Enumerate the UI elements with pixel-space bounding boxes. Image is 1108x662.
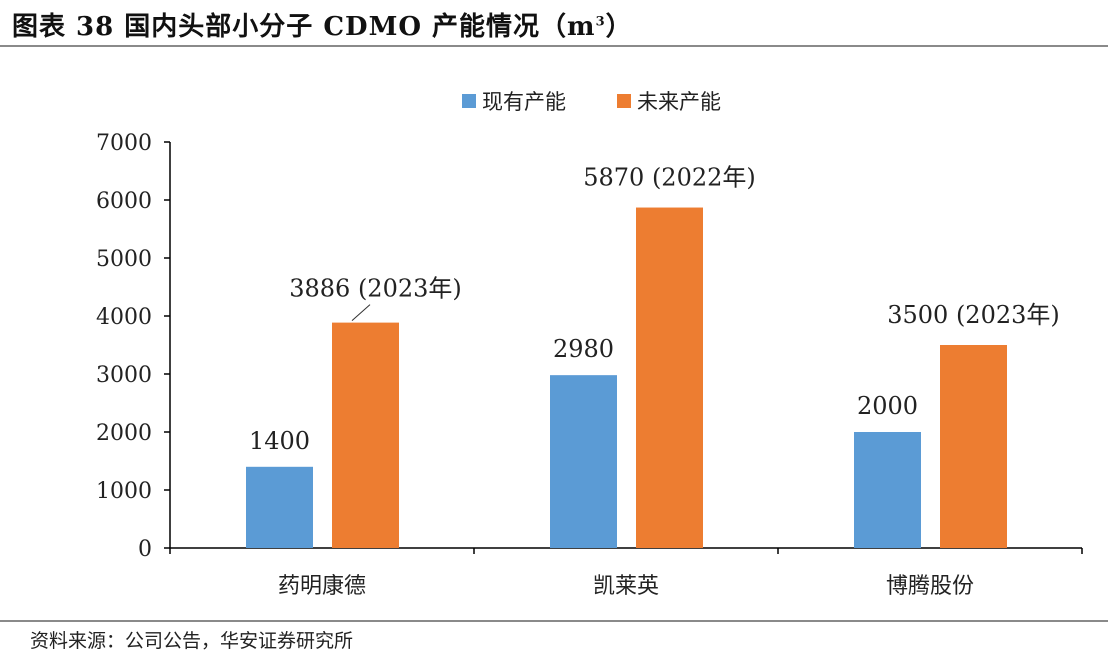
bar-future	[332, 322, 399, 548]
bar-current	[854, 432, 921, 548]
bar-future	[940, 345, 1007, 548]
data-label: 5870 (2022年)	[583, 164, 756, 192]
x-tick-label: 药明康德	[278, 574, 366, 599]
data-label: 3500 (2023年)	[887, 301, 1060, 329]
data-label: 2000	[857, 392, 918, 420]
y-tick-label: 5000	[96, 247, 152, 272]
y-tick-label: 7000	[96, 131, 152, 156]
data-label: 2980	[553, 335, 614, 363]
bottom-divider	[0, 620, 1108, 622]
source-note: 资料来源：公司公告，华安证券研究所	[30, 630, 354, 652]
y-tick-label: 1000	[96, 479, 152, 504]
y-tick-label: 0	[138, 537, 152, 562]
bar-current	[246, 466, 313, 548]
data-label: 3886 (2023年)	[289, 275, 462, 303]
legend-label: 未来产能	[637, 90, 721, 114]
x-tick-label: 凯莱英	[593, 574, 659, 599]
y-tick-label: 4000	[96, 305, 152, 330]
legend-swatch	[462, 94, 476, 108]
chart-title: 图表 38 国内头部小分子 CDMO 产能情况（m3）	[12, 6, 633, 43]
data-label: 1400	[249, 427, 310, 455]
top-divider	[0, 45, 1108, 47]
chart-title-text: 图表 38 国内头部小分子 CDMO 产能情况（m	[12, 12, 596, 42]
bar-future	[636, 207, 703, 549]
x-tick-label: 博腾股份	[886, 574, 974, 599]
y-tick-label: 2000	[96, 421, 152, 446]
bar-current	[550, 375, 617, 548]
y-tick-label: 3000	[96, 363, 152, 388]
chart-title-tail: ）	[605, 12, 633, 42]
label-leader-line	[351, 304, 371, 321]
y-tick-label: 6000	[96, 189, 152, 214]
legend-label: 现有产能	[482, 90, 566, 114]
chart-title-superscript: 3	[595, 14, 606, 30]
legend-swatch	[617, 94, 631, 108]
